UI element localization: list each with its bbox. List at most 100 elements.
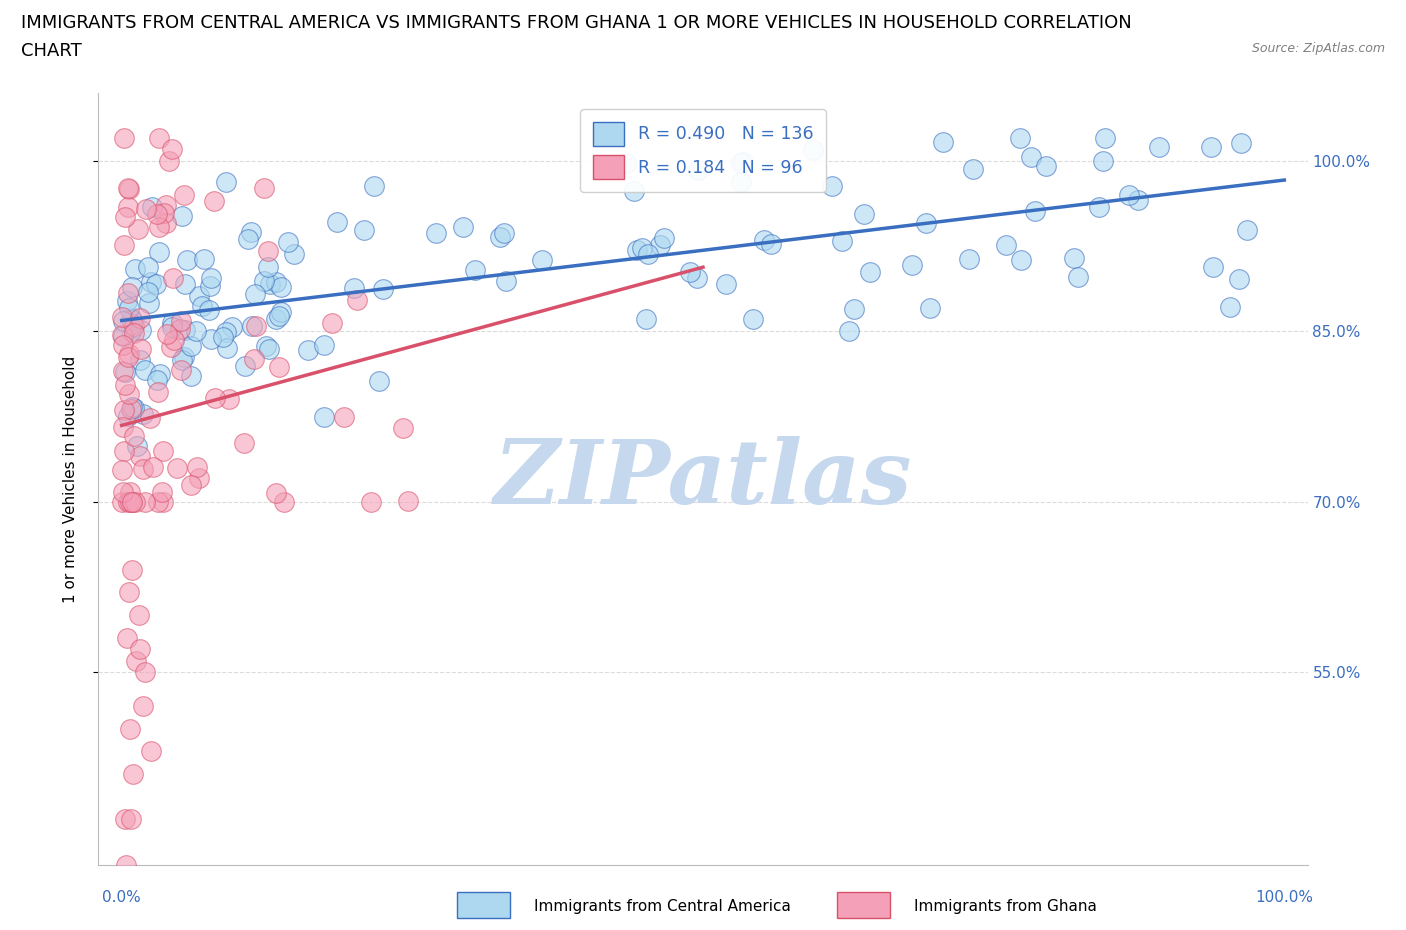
Point: [111, 420, 134, 435]
Point: [204, 391, 226, 405]
Point: [801, 143, 824, 158]
Point: [118, 181, 141, 196]
Point: [139, 744, 162, 759]
Point: [117, 350, 139, 365]
Point: [259, 276, 281, 291]
Point: [145, 372, 167, 387]
Point: [131, 406, 153, 421]
Point: [752, 232, 775, 247]
Point: [111, 329, 134, 344]
Point: [128, 311, 150, 325]
Point: [114, 812, 136, 827]
Point: [121, 400, 143, 415]
Point: [121, 321, 143, 336]
Point: [257, 259, 280, 274]
Text: Source: ZipAtlas.com: Source: ZipAtlas.com: [1251, 42, 1385, 55]
Point: [162, 271, 184, 286]
Point: [120, 402, 142, 417]
Point: [314, 409, 336, 424]
Point: [134, 494, 156, 509]
Point: [122, 429, 145, 444]
Point: [489, 230, 512, 245]
Point: [176, 253, 198, 268]
Point: [152, 485, 174, 499]
Point: [731, 154, 754, 169]
Point: [652, 231, 675, 246]
Point: [193, 252, 215, 267]
Point: [145, 276, 167, 291]
Point: [264, 274, 287, 289]
Point: [112, 237, 135, 252]
Point: [373, 281, 395, 296]
Point: [148, 131, 170, 146]
Point: [240, 319, 263, 334]
Point: [637, 246, 659, 261]
Point: [155, 198, 177, 213]
Point: [112, 444, 135, 458]
Point: [138, 285, 160, 299]
Point: [648, 238, 671, 253]
Point: [120, 812, 142, 827]
Point: [1063, 250, 1085, 265]
Point: [831, 233, 853, 248]
Point: [623, 183, 645, 198]
Point: [368, 373, 391, 388]
Point: [918, 300, 941, 315]
Point: [297, 342, 319, 357]
Point: [111, 328, 134, 343]
Legend: R = 0.490   N = 136, R = 0.184   N = 96: R = 0.490 N = 136, R = 0.184 N = 96: [581, 110, 825, 192]
Point: [114, 378, 136, 392]
Point: [146, 206, 169, 221]
Point: [730, 156, 752, 171]
Point: [266, 312, 288, 326]
Point: [901, 258, 924, 272]
Point: [146, 494, 169, 509]
Point: [117, 180, 139, 195]
Point: [122, 766, 145, 781]
Point: [122, 319, 145, 334]
Point: [191, 299, 214, 313]
Point: [741, 312, 763, 326]
Point: [396, 494, 419, 509]
Point: [111, 463, 134, 478]
Point: [1088, 200, 1111, 215]
Point: [118, 347, 141, 362]
Point: [114, 209, 136, 224]
Point: [363, 179, 385, 194]
Point: [1067, 270, 1090, 285]
Point: [1118, 188, 1140, 203]
Point: [127, 221, 149, 236]
Point: [170, 363, 193, 378]
Point: [112, 131, 135, 146]
Point: [121, 494, 143, 509]
Point: [270, 304, 292, 319]
Point: [688, 163, 710, 178]
Point: [232, 435, 254, 450]
Point: [1230, 136, 1253, 151]
Point: [131, 322, 153, 337]
Point: [838, 324, 860, 339]
Point: [1010, 252, 1032, 267]
Point: [200, 332, 222, 347]
Point: [162, 141, 184, 156]
Point: [273, 494, 295, 509]
Point: [112, 338, 135, 352]
Point: [111, 364, 134, 379]
Point: [138, 295, 160, 310]
Point: [1019, 150, 1042, 165]
Point: [530, 253, 553, 268]
Point: [148, 245, 170, 259]
Point: [1024, 204, 1046, 219]
Point: [129, 642, 152, 657]
Point: [121, 280, 143, 295]
Point: [392, 421, 415, 436]
Point: [118, 585, 141, 600]
Point: [1199, 140, 1222, 154]
Point: [277, 234, 299, 249]
Point: [253, 181, 276, 196]
Point: [124, 494, 146, 509]
Point: [198, 278, 221, 293]
Point: [156, 326, 179, 341]
Text: Immigrants from Central America: Immigrants from Central America: [534, 899, 792, 914]
Point: [169, 322, 191, 337]
